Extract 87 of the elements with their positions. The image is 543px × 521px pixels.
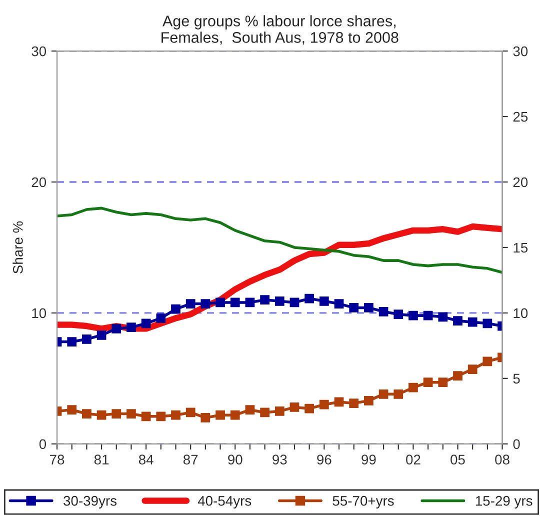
y2-tick-label: 20 <box>513 177 528 188</box>
point <box>186 408 196 418</box>
point <box>290 298 300 308</box>
point <box>200 413 210 422</box>
y-tick-label: 30 <box>32 46 46 56</box>
point <box>304 294 314 304</box>
y-tick-label: 10 <box>32 308 46 318</box>
point <box>274 406 284 416</box>
point <box>126 409 136 418</box>
point <box>200 299 210 308</box>
point <box>364 396 374 406</box>
y-tick-label: 20 <box>32 177 46 188</box>
point <box>96 330 106 340</box>
legend-label: 55-70+yrs <box>332 496 394 508</box>
point <box>186 299 196 308</box>
x-tick-label: 81 <box>94 454 109 465</box>
point <box>438 312 448 322</box>
point <box>171 410 180 420</box>
point <box>394 389 404 399</box>
point <box>349 398 359 408</box>
point <box>304 404 314 414</box>
point <box>245 298 255 308</box>
x-tick-label: 96 <box>317 454 332 465</box>
y2-tick-label: 30 <box>513 46 528 56</box>
point <box>141 318 151 328</box>
point <box>216 410 225 420</box>
point <box>319 296 329 306</box>
x-tick-label: 78 <box>50 454 64 465</box>
point <box>468 317 478 327</box>
point <box>156 412 166 422</box>
y2-tick-label: 0 <box>513 439 520 450</box>
point <box>230 298 240 308</box>
point <box>245 405 255 415</box>
x-tick-label: 99 <box>362 454 376 465</box>
point <box>453 316 462 326</box>
point <box>482 356 492 366</box>
point <box>230 410 240 420</box>
point <box>394 310 404 319</box>
point <box>378 306 388 316</box>
point <box>216 298 225 308</box>
x-tick-label: 02 <box>406 454 420 465</box>
point <box>112 409 122 418</box>
point <box>126 322 136 332</box>
x-tick-label: 05 <box>450 454 465 465</box>
point <box>482 318 492 328</box>
point <box>67 405 77 415</box>
point <box>290 402 300 412</box>
line-series <box>57 206 502 274</box>
legend-label: 40-54yrs <box>198 496 252 508</box>
y2-tick-label: 10 <box>514 308 528 318</box>
point <box>468 364 478 374</box>
point <box>334 299 344 308</box>
y2-tick-label: 5 <box>513 374 520 384</box>
legend-label: 30-39yrs <box>64 496 117 508</box>
point <box>349 303 359 312</box>
y-axis-title: Share % <box>12 221 23 274</box>
point <box>453 371 462 380</box>
point <box>96 410 106 420</box>
x-tick-label: 84 <box>138 454 154 465</box>
point <box>171 304 180 314</box>
point <box>260 408 270 418</box>
y-tick-label: 0 <box>39 439 46 450</box>
point <box>67 337 77 346</box>
point <box>423 378 433 388</box>
y2-tick-label: 15 <box>514 242 528 253</box>
point <box>423 310 433 320</box>
x-tick-label: 90 <box>228 454 242 465</box>
legend-label: 15-29 yrs <box>476 496 532 508</box>
x-tick-label: 08 <box>495 454 510 465</box>
y2-tick-label: 25 <box>513 112 528 122</box>
point <box>260 295 270 305</box>
point <box>141 412 151 422</box>
point <box>156 314 166 323</box>
point <box>378 389 388 399</box>
point <box>438 378 448 388</box>
point <box>82 334 92 344</box>
chart-title: Age groups % labour lorce shares, Females, South Aus, 1978 to 2008 <box>162 15 398 45</box>
point <box>408 310 418 320</box>
point <box>112 324 122 334</box>
point <box>408 382 418 392</box>
point <box>334 397 344 407</box>
point <box>319 400 329 410</box>
point <box>82 409 92 418</box>
point <box>364 303 374 312</box>
x-tick-label: 87 <box>183 454 198 465</box>
point <box>274 296 284 306</box>
x-tick-label: 93 <box>272 454 287 465</box>
